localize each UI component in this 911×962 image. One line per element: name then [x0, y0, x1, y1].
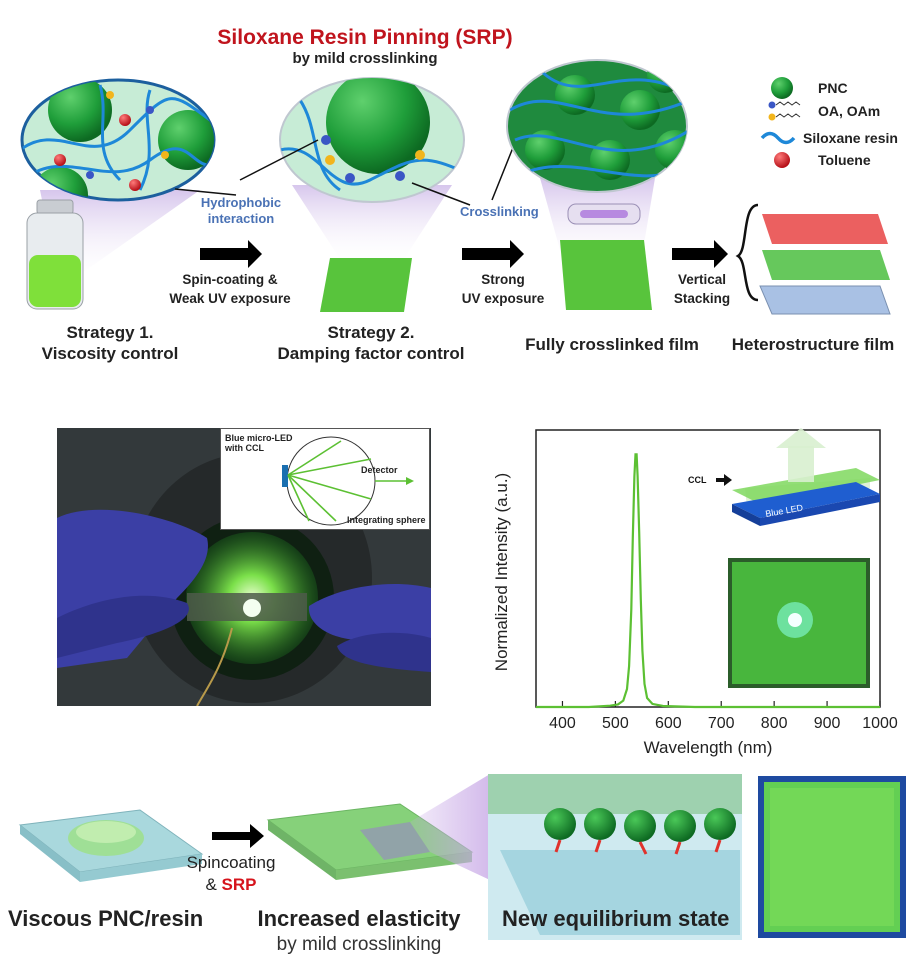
- legend-oa-oam: OA, OAm: [818, 103, 881, 119]
- x-tick-label: 400: [549, 715, 576, 732]
- x-tick-label: 600: [655, 715, 682, 732]
- heterostructure-caption: Heterostructure film: [731, 335, 895, 354]
- step-label-strong-uv: Strong UV exposure: [461, 272, 545, 306]
- ccl-led-inset: [716, 428, 880, 526]
- spectrum-series-line: [536, 453, 880, 709]
- legend-siloxane: Siloxane resin: [803, 130, 898, 146]
- x-tick-label: 500: [602, 715, 629, 732]
- legend-toluene: Toluene: [818, 152, 871, 168]
- brace-icon: [735, 203, 759, 302]
- spectrum-svg: 400 500 600 700 800 900 1000 CCL Blue LED: [535, 428, 898, 732]
- arrow-right-icon: [672, 240, 728, 268]
- top-illustration: [20, 59, 891, 315]
- elastic-slab: [266, 774, 490, 880]
- arrow-right-icon: [462, 240, 524, 268]
- bubble-damping: [279, 77, 465, 312]
- x-tick-label: 700: [708, 715, 735, 732]
- viscous-slab: [18, 809, 204, 882]
- spectrum-chart: 400 500 600 700 800 900 1000 CCL Blue LED Wave…: [470, 420, 900, 770]
- step-label-vertical: Vertical Stacking: [673, 272, 731, 306]
- blue-wave-icon: [760, 131, 796, 145]
- legend-pnc: PNC: [818, 80, 848, 96]
- top-panel: Siloxane Resin Pinning (SRP) by mild cro…: [0, 0, 911, 380]
- y-axis-label: Normalized Intensity (a.u.): [492, 472, 511, 672]
- spincoating-label: Spincoating & SRP: [186, 853, 276, 894]
- inset-sphere-label: Integrating sphere: [347, 515, 426, 525]
- step-label-spincoating: Spin-coating & Weak UV exposure: [169, 272, 291, 306]
- film-photo-inset: [728, 558, 870, 688]
- vial-icon: [26, 199, 84, 310]
- ccl-label: CCL: [688, 475, 707, 485]
- x-tick-label: 1000: [862, 715, 898, 732]
- x-axis-label: Wavelength (nm): [643, 738, 773, 757]
- srp-subtitle: by mild crosslinking: [292, 50, 438, 67]
- x-tick-group: 400 500 600 700 800 900 1000: [549, 701, 898, 732]
- hydrophobic-annotation: Hydrophobic interaction: [200, 195, 282, 226]
- caption-viscous: Viscous PNC/resin: [8, 906, 204, 931]
- crosslinking-annotation: Crosslinking: [460, 204, 539, 219]
- fully-crosslinked-caption: Fully crosslinked film: [525, 335, 699, 354]
- x-tick-label: 900: [814, 715, 841, 732]
- ccl-arrow-icon: [716, 474, 732, 486]
- green-sphere-icon: [771, 77, 793, 99]
- bubble-crosslinked: [506, 59, 688, 310]
- film-photo: [758, 776, 906, 938]
- inset-source-label: Blue micro-LED with CCL: [225, 433, 293, 453]
- ligand-chain-icon: [768, 101, 801, 121]
- measurement-photo: Blue micro-LED with CCL Detector Integra…: [57, 428, 431, 706]
- strategy-1-caption: Strategy 1. Viscosity control: [41, 323, 179, 363]
- sphere-schematic: [282, 436, 414, 526]
- bottom-illustration: [18, 774, 906, 940]
- caption-elasticity: Increased elasticity: [257, 906, 461, 931]
- caption-equilibrium: New equilibrium state: [502, 906, 730, 931]
- red-sphere-icon: [774, 152, 790, 168]
- arrow-right-icon: [200, 240, 262, 268]
- integrating-sphere-inset: Blue micro-LED with CCL Detector Integra…: [220, 428, 430, 530]
- srp-title: Siloxane Resin Pinning (SRP): [217, 26, 513, 49]
- arrow-right-icon: [212, 824, 264, 848]
- heterostructure-stack: [759, 214, 891, 315]
- caption-elasticity-sub: by mild crosslinking: [276, 934, 442, 955]
- inset-detector-label: Detector: [361, 465, 398, 475]
- equilibrium-slab: [488, 774, 742, 940]
- strategy-2-caption: Strategy 2. Damping factor control: [277, 323, 465, 363]
- x-tick-label: 800: [761, 715, 788, 732]
